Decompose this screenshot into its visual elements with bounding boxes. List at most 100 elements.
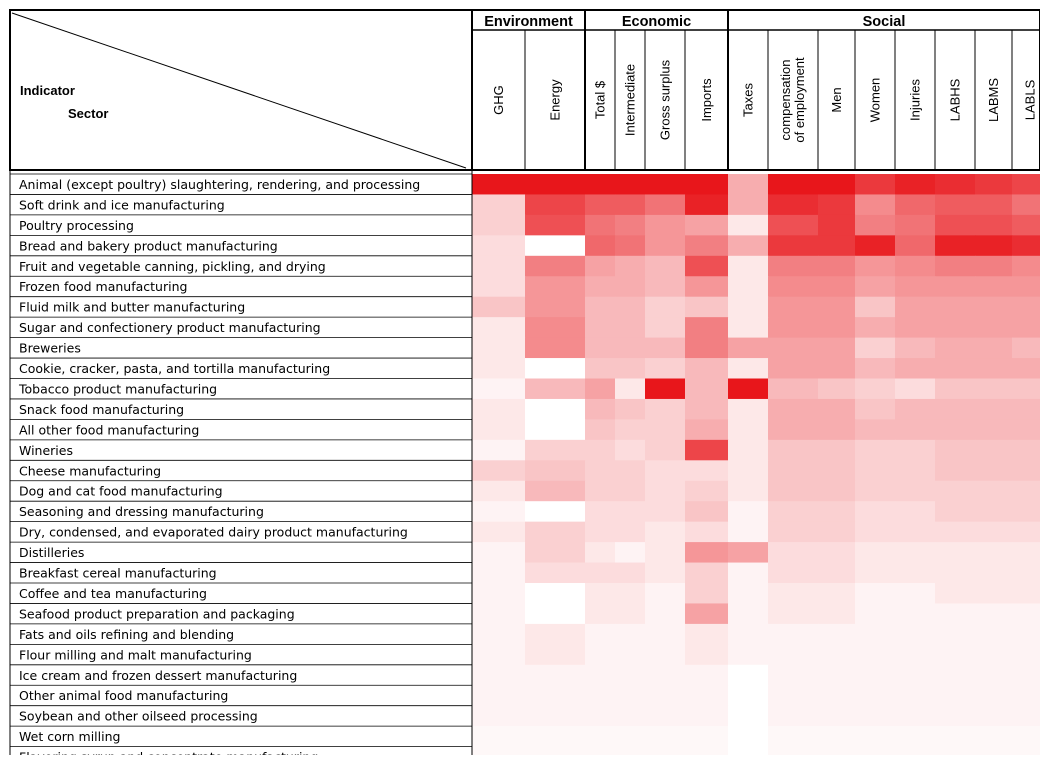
heatmap-cell <box>585 276 616 298</box>
heatmap-cell <box>818 603 856 625</box>
heatmap-cell <box>895 174 936 195</box>
heatmap-cell <box>768 542 819 564</box>
heatmap-cell <box>818 521 856 543</box>
heatmap-cell <box>895 255 936 277</box>
heatmap-cell <box>472 214 526 236</box>
heatmap-cell <box>472 480 526 502</box>
heatmap-cell <box>525 705 586 727</box>
heatmap-cell <box>895 521 936 543</box>
heatmap-cell <box>585 726 616 748</box>
heatmap-cell <box>728 439 769 461</box>
heatmap-cell <box>935 296 976 318</box>
heatmap-cell <box>615 235 646 257</box>
heatmap-cell <box>855 705 896 727</box>
heatmap-cell <box>615 255 646 277</box>
heatmap-cell <box>525 623 586 645</box>
heatmap-cell <box>525 644 586 666</box>
row-label: Frozen food manufacturing <box>19 279 187 294</box>
heatmap-cell <box>728 255 769 277</box>
heatmap-cell <box>585 562 616 584</box>
heatmap-cell <box>1012 705 1040 727</box>
heatmap-cell <box>728 214 769 236</box>
row-label: Ice cream and frozen dessert manufacturi… <box>19 668 297 683</box>
heatmap-cell <box>645 255 686 277</box>
heatmap-cell <box>975 255 1013 277</box>
heatmap-cell <box>895 746 936 760</box>
heatmap-cell <box>768 378 819 400</box>
heatmap-cell <box>818 255 856 277</box>
heatmap-cell <box>645 460 686 482</box>
grid-lines <box>9 9 1040 760</box>
heatmap-cell <box>768 296 819 318</box>
column-label-line: compensation <box>778 60 793 141</box>
row-label: All other food manufacturing <box>19 422 199 437</box>
heatmap-cell <box>818 378 856 400</box>
heatmap-cell <box>615 705 646 727</box>
heatmap-cell <box>472 583 526 604</box>
heatmap-cell <box>685 542 729 564</box>
heatmap-cell <box>895 276 936 298</box>
heatmap-cell <box>525 746 586 760</box>
heatmap-cell <box>818 562 856 584</box>
heatmap-cell <box>975 296 1013 318</box>
heatmap-cell <box>895 317 936 339</box>
heatmap-cell <box>818 419 856 441</box>
row-label: Animal (except poultry) slaughtering, re… <box>19 177 420 192</box>
heatmap-cell <box>685 623 729 645</box>
heatmap-cell <box>685 726 729 748</box>
heatmap-cell <box>768 214 819 236</box>
heatmap-cell <box>472 296 526 318</box>
column-label: Women <box>868 78 883 123</box>
heatmap-cell <box>728 480 769 502</box>
heatmap-cell <box>768 480 819 502</box>
heatmap-cell <box>895 460 936 482</box>
heatmap-cell <box>472 235 526 257</box>
heatmap-cell <box>585 685 616 707</box>
heatmap-cell <box>895 603 936 625</box>
heatmap-cell <box>895 664 936 686</box>
heatmap-cell <box>615 480 646 502</box>
row-label: Other animal food manufacturing <box>19 688 228 703</box>
heatmap-cell <box>472 276 526 298</box>
heatmap-cell <box>818 296 856 318</box>
heatmap-cell <box>645 685 686 707</box>
heatmap-cell <box>855 276 896 298</box>
heatmap-cell <box>615 460 646 482</box>
heatmap-cell <box>685 583 729 604</box>
column-label: Energy <box>548 79 563 121</box>
heatmap-cell <box>855 214 896 236</box>
heatmap-cell <box>645 726 686 748</box>
heatmap-cell <box>975 337 1013 359</box>
row-label: Fruit and vegetable canning, pickling, a… <box>19 259 326 274</box>
row-label: Soft drink and ice manufacturing <box>19 197 225 212</box>
heatmap-cell <box>935 317 976 339</box>
heatmap-cell <box>1012 726 1040 748</box>
heatmap-cell <box>645 623 686 645</box>
heatmap-cell <box>895 398 936 420</box>
heatmap-cell <box>895 378 936 400</box>
heatmap-cell <box>768 174 819 195</box>
column-label: LABLS <box>1023 79 1038 120</box>
heatmap-cell <box>472 562 526 584</box>
heatmap-cell <box>768 460 819 482</box>
row-label: Flavoring syrup and concentrate manufact… <box>19 750 318 755</box>
heatmap-cell <box>525 480 586 502</box>
row-label: Bread and bakery product manufacturing <box>19 238 278 253</box>
heatmap-cell <box>525 378 586 400</box>
heatmap-cell <box>768 521 819 543</box>
heatmap-cell <box>818 623 856 645</box>
heatmap-cell <box>855 398 896 420</box>
heatmap-cell <box>645 174 686 195</box>
heatmap-cell <box>525 419 586 441</box>
heatmap-cells <box>472 174 1040 760</box>
column-label: GHG <box>491 85 506 115</box>
column-label: Imports <box>699 78 714 122</box>
row-label: Breakfast cereal manufacturing <box>19 566 217 581</box>
heatmap-cell <box>685 317 729 339</box>
labels: Indicator Sector Environment Economic Soci… <box>18 14 1038 760</box>
heatmap-cell <box>855 337 896 359</box>
heatmap-cell <box>728 296 769 318</box>
heatmap-cell <box>935 337 976 359</box>
heatmap-cell <box>1012 296 1040 318</box>
